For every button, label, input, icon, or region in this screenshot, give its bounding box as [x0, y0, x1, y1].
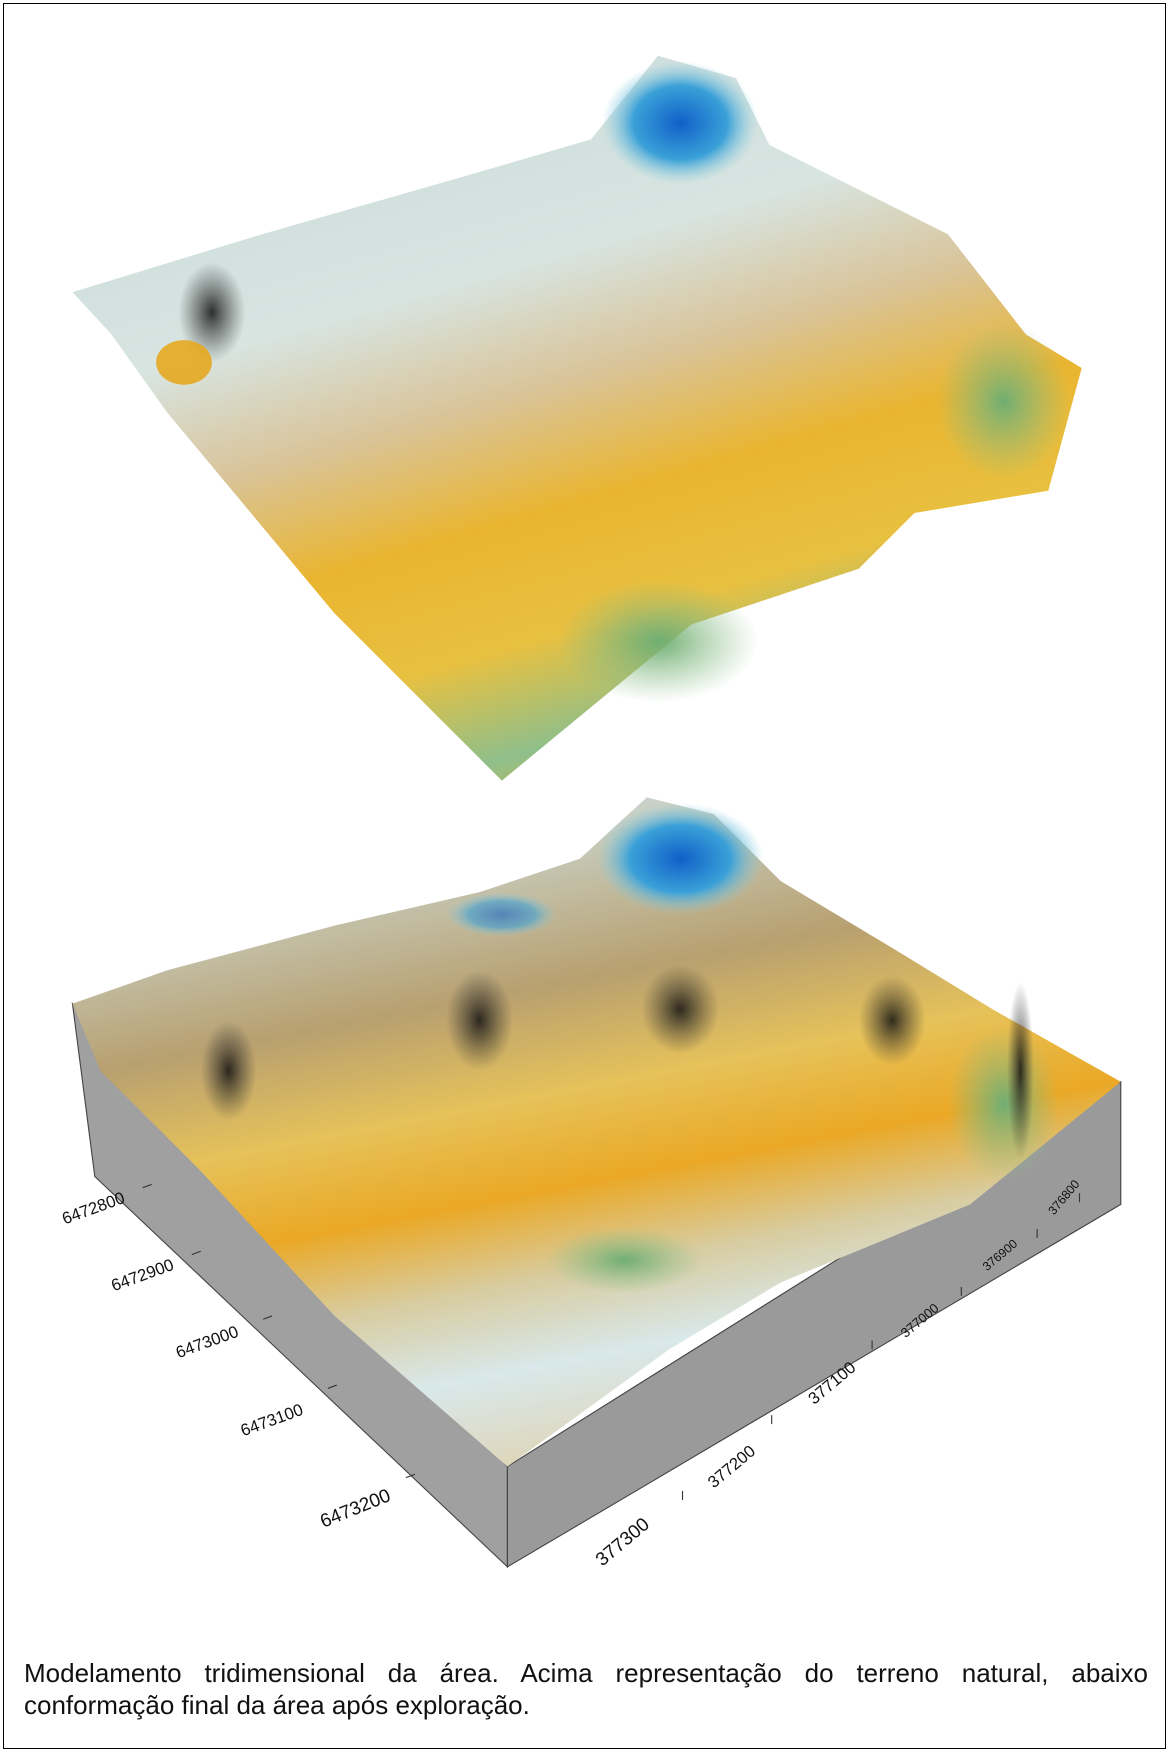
natural-terrain [72, 55, 1082, 781]
lowland [947, 1025, 1060, 1183]
shadow [178, 262, 246, 363]
caption: Modelamento tridimensional da área. Acim… [24, 1658, 1148, 1720]
frame [3, 3, 1166, 1749]
shadow [200, 1020, 257, 1121]
lowland [936, 323, 1071, 480]
peak [446, 892, 558, 937]
final-terrain [72, 797, 1121, 1467]
pit [156, 340, 212, 385]
shadow [641, 964, 720, 1054]
peak [602, 61, 759, 185]
easting-label: 377300 [592, 1514, 654, 1571]
peak [596, 802, 764, 915]
northing-label: 6472900 [109, 1255, 177, 1295]
lowland [557, 579, 759, 703]
terrain-models: 6472800 6472900 6473000 6473100 6473200 … [60, 55, 1122, 1571]
shadow [1007, 981, 1034, 1160]
easting-label: 377200 [704, 1441, 759, 1491]
lowland [546, 1226, 703, 1294]
shadow [446, 970, 513, 1071]
northing-label: 6473200 [317, 1485, 393, 1532]
northing-label: 6473100 [238, 1400, 306, 1440]
northing-label: 6473000 [173, 1322, 241, 1362]
tick-marks [142, 1183, 1081, 1500]
shadow [858, 975, 926, 1066]
northing-label: 6472800 [60, 1188, 128, 1228]
